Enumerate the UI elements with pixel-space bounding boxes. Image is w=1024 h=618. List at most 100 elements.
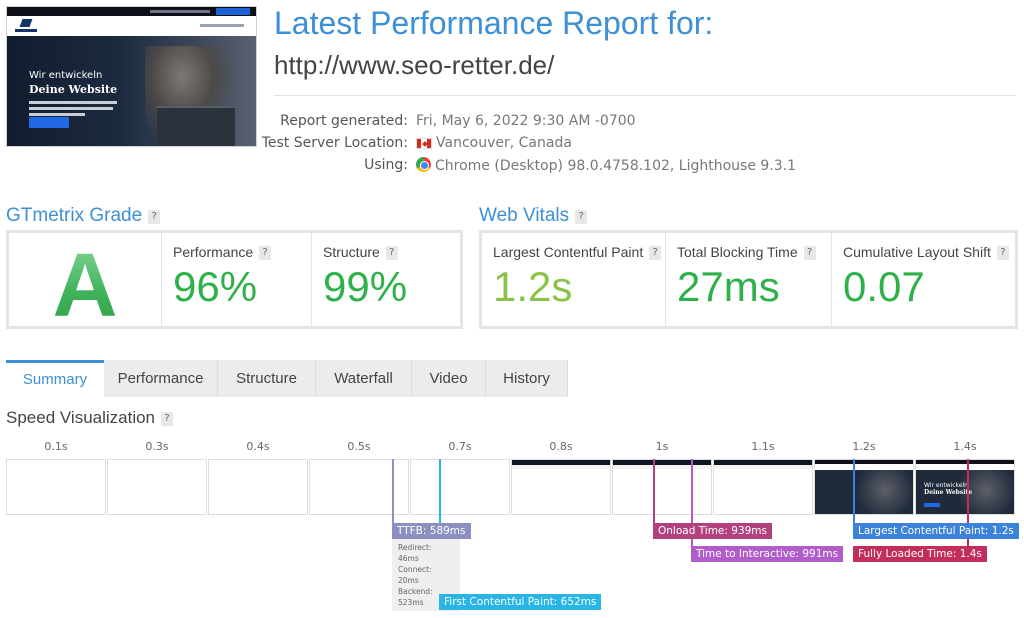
meta-server-location: Test Server Location: Vancouver, Canada [262, 135, 974, 155]
ttfb-marker[interactable]: TTFB: 589ms [392, 523, 471, 539]
tti-marker[interactable]: Time to Interactive: 991ms [691, 546, 844, 562]
gtmetrix-grade-title: GTmetrix Grade [6, 205, 143, 226]
web-vitals-card: Largest Contentful Paint? 1.2s Total Blo… [479, 230, 1018, 329]
timeline-label: 0.3s [145, 440, 169, 453]
thumb-cta-button [29, 117, 69, 128]
frame-hero-line1: Wir entwickeln [924, 482, 968, 489]
grade-letter-cell: A [9, 233, 161, 336]
filmstrip-frame[interactable] [208, 459, 308, 515]
help-icon[interactable]: ? [148, 210, 161, 224]
fcp-marker[interactable]: First Contentful Paint: 652ms [439, 594, 602, 610]
filmstrip-frame[interactable] [713, 459, 813, 515]
web-vitals-title: Web Vitals [479, 205, 570, 226]
tti-marker-line [691, 459, 693, 547]
chrome-icon [416, 157, 431, 172]
ttfb-backend: Backend: 523ms [398, 587, 433, 607]
gtmetrix-grade-heading: GTmetrix Grade? [6, 205, 161, 227]
timeline-label: 0.8s [549, 440, 573, 453]
lcp-cell: Largest Contentful Paint? 1.2s [482, 233, 665, 326]
timeline-label: 1s [655, 440, 669, 453]
timeline-label: 0.4s [246, 440, 270, 453]
web-vitals-heading: Web Vitals? [479, 205, 588, 227]
help-icon[interactable]: ? [996, 246, 1009, 260]
performance-score: 96% [173, 263, 258, 310]
performance-label: Performance [173, 244, 254, 260]
help-icon[interactable]: ? [803, 246, 816, 260]
meta-label: Report generated: [280, 113, 408, 129]
performance-cell: Performance? 96% [161, 233, 311, 326]
lcp-value: 1.2s [493, 263, 573, 310]
speed-visualization-heading: Speed Visualization? [6, 408, 174, 428]
filmstrip-frame[interactable] [511, 459, 611, 515]
lcp-label: Largest Contentful Paint [493, 244, 644, 260]
laptop-icon [157, 106, 235, 146]
thumb-hero-line1: Wir entwickeln [29, 70, 103, 81]
cls-value: 0.07 [843, 263, 925, 310]
timeline-label: 1.1s [751, 440, 775, 453]
filmstrip-frame[interactable] [612, 459, 712, 515]
timeline-label: 0.1s [44, 440, 68, 453]
gtmetrix-grade-card: A Performance? 96% Structure? 99% [6, 230, 463, 336]
filmstrip-frame[interactable] [814, 459, 914, 515]
site-screenshot-thumbnail[interactable]: Wir entwickeln Deine Website [6, 6, 257, 147]
timeline-label: 1.4s [953, 440, 977, 453]
tab-waterfall[interactable]: Waterfall [316, 360, 412, 397]
structure-cell: Structure? 99% [311, 233, 460, 326]
help-icon[interactable]: ? [161, 412, 174, 426]
tab-performance[interactable]: Performance [104, 360, 218, 397]
meta-value: Fri, May 6, 2022 9:30 AM -0700 [416, 113, 636, 129]
help-icon[interactable]: ? [575, 210, 588, 224]
filmstrip-frame[interactable] [410, 459, 510, 515]
tbt-label: Total Blocking Time [677, 244, 798, 260]
help-icon[interactable]: ? [259, 246, 272, 260]
header-divider [274, 95, 1016, 96]
thumb-nav [7, 16, 256, 36]
meta-value: Chrome (Desktop) 98.0.4758.102, Lighthou… [435, 158, 797, 174]
thumb-hero: Wir entwickeln Deine Website [7, 36, 256, 146]
report-tabs: Summary Performance Structure Waterfall … [6, 360, 1018, 397]
meta-value: Vancouver, Canada [436, 135, 572, 151]
meta-report-generated: Report generated: Fri, May 6, 2022 9:30 … [274, 113, 974, 133]
filmstrip-frame[interactable] [6, 459, 106, 515]
tab-video[interactable]: Video [412, 360, 486, 397]
meta-using: Using: Chrome (Desktop) 98.0.4758.102, L… [274, 157, 974, 177]
frame-hero-line2: Deine Website [924, 489, 973, 496]
meta-value-wrap: Chrome (Desktop) 98.0.4758.102, Lighthou… [416, 157, 796, 174]
timeline-label: 0.7s [448, 440, 472, 453]
tab-structure[interactable]: Structure [218, 360, 316, 397]
speed-visualization-title: Speed Visualization [6, 408, 156, 427]
meta-label: Test Server Location: [261, 135, 408, 151]
report-url[interactable]: http://www.seo-retter.de/ [274, 50, 555, 80]
thumb-hero-line2: Deine Website [29, 83, 118, 96]
filmstrip-frame[interactable] [107, 459, 207, 515]
help-icon[interactable]: ? [385, 246, 398, 260]
cls-label: Cumulative Layout Shift [843, 244, 991, 260]
lcp-marker[interactable]: Largest Contentful Paint: 1.2s [853, 523, 1019, 539]
structure-score: 99% [323, 263, 408, 310]
filmstrip-frame[interactable] [309, 459, 409, 515]
report-title: Latest Performance Report for: [274, 5, 714, 41]
ttfb-redirect: Redirect: 46ms [398, 543, 432, 563]
meta-label: Using: [364, 157, 408, 173]
ttfb-connect: Connect: 20ms [398, 565, 432, 585]
timeline-label: 1.2s [852, 440, 876, 453]
tab-history[interactable]: History [486, 360, 568, 397]
grade-letter: A [9, 235, 161, 338]
lcp-marker-line [853, 459, 855, 523]
tbt-value: 27ms [677, 263, 780, 310]
cls-cell: Cumulative Layout Shift? 0.07 [831, 233, 1015, 326]
site-logo-icon [15, 19, 37, 33]
help-icon[interactable]: ? [649, 246, 662, 260]
ttfb-marker-line [392, 459, 394, 523]
tbt-cell: Total Blocking Time? 27ms [665, 233, 831, 326]
fully-loaded-marker-line [967, 459, 969, 547]
fully-loaded-marker[interactable]: Fully Loaded Time: 1.4s [853, 546, 987, 562]
filmstrip-frame[interactable]: Wir entwickeln Deine Website [915, 459, 1015, 515]
thumb-topbar [7, 7, 256, 16]
onload-marker[interactable]: Onload Time: 939ms [653, 523, 773, 539]
canada-flag-icon [416, 138, 432, 149]
onload-marker-line [653, 459, 655, 523]
tab-summary[interactable]: Summary [6, 360, 104, 397]
frame-cta-button [924, 503, 940, 507]
structure-label: Structure [323, 244, 380, 260]
